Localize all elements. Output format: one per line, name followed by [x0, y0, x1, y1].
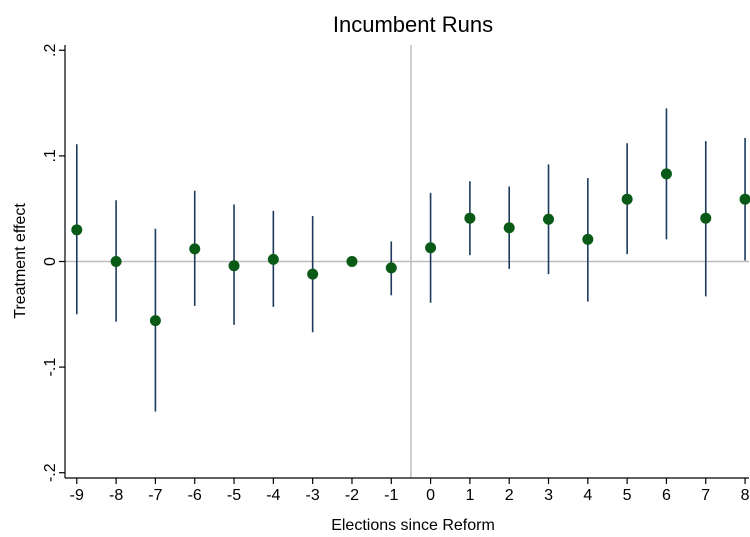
y-tick-label: .1 [42, 149, 59, 162]
estimate-point [71, 224, 83, 236]
estimate-point [110, 256, 122, 267]
estimate-point [700, 212, 712, 224]
estimate-point [425, 242, 437, 254]
x-tick-label: -1 [384, 487, 398, 504]
estimate-point [189, 243, 201, 255]
estimate-point [543, 213, 555, 225]
chart-title: Incumbent Runs [333, 12, 493, 37]
x-tick-label: 2 [505, 487, 514, 504]
estimate-point [385, 262, 397, 274]
x-tick-label: 0 [426, 487, 435, 504]
x-tick-label: -6 [188, 487, 202, 504]
y-tick-label: -.2 [42, 463, 59, 482]
x-tick-label: -7 [148, 487, 162, 504]
estimate-point [464, 212, 476, 224]
y-tick-label: -.1 [42, 358, 59, 377]
x-tick-label: 7 [701, 487, 710, 504]
x-tick-label: -9 [70, 487, 84, 504]
estimate-point [346, 256, 358, 267]
x-tick-label: 6 [662, 487, 671, 504]
reference-lines [65, 45, 749, 478]
y-tick-label: 0 [42, 257, 59, 266]
x-tick-label: -3 [306, 487, 320, 504]
estimate-point [307, 268, 319, 280]
x-tick-label: 1 [465, 487, 474, 504]
x-tick-label: -8 [109, 487, 123, 504]
x-axis-label: Elections since Reform [331, 517, 495, 534]
axes [59, 45, 749, 484]
estimate-point [621, 193, 633, 205]
x-tick-label: -4 [266, 487, 280, 504]
estimate-point [739, 193, 750, 205]
estimate-point [267, 253, 279, 265]
y-tick-label: .2 [42, 44, 59, 57]
point-estimates [71, 168, 750, 327]
estimate-point [660, 168, 672, 180]
estimate-point [503, 222, 515, 234]
x-tick-label: 3 [544, 487, 553, 504]
tick-labels: -.2 -.1 0 .1 .2 -9 -8 -7 -6 -5 -4 -3 -2 -1 0 1 2 3 4 5 6 7 8 [42, 44, 750, 504]
x-tick-label: 4 [583, 487, 592, 504]
x-tick-label: -5 [227, 487, 241, 504]
y-axis-label: Treatment effect [12, 203, 29, 319]
estimate-point [228, 260, 240, 272]
x-tick-label: 8 [741, 487, 750, 504]
estimate-point [582, 233, 594, 245]
x-tick-label: -2 [345, 487, 359, 504]
x-tick-label: 5 [623, 487, 632, 504]
estimate-point [149, 315, 161, 327]
